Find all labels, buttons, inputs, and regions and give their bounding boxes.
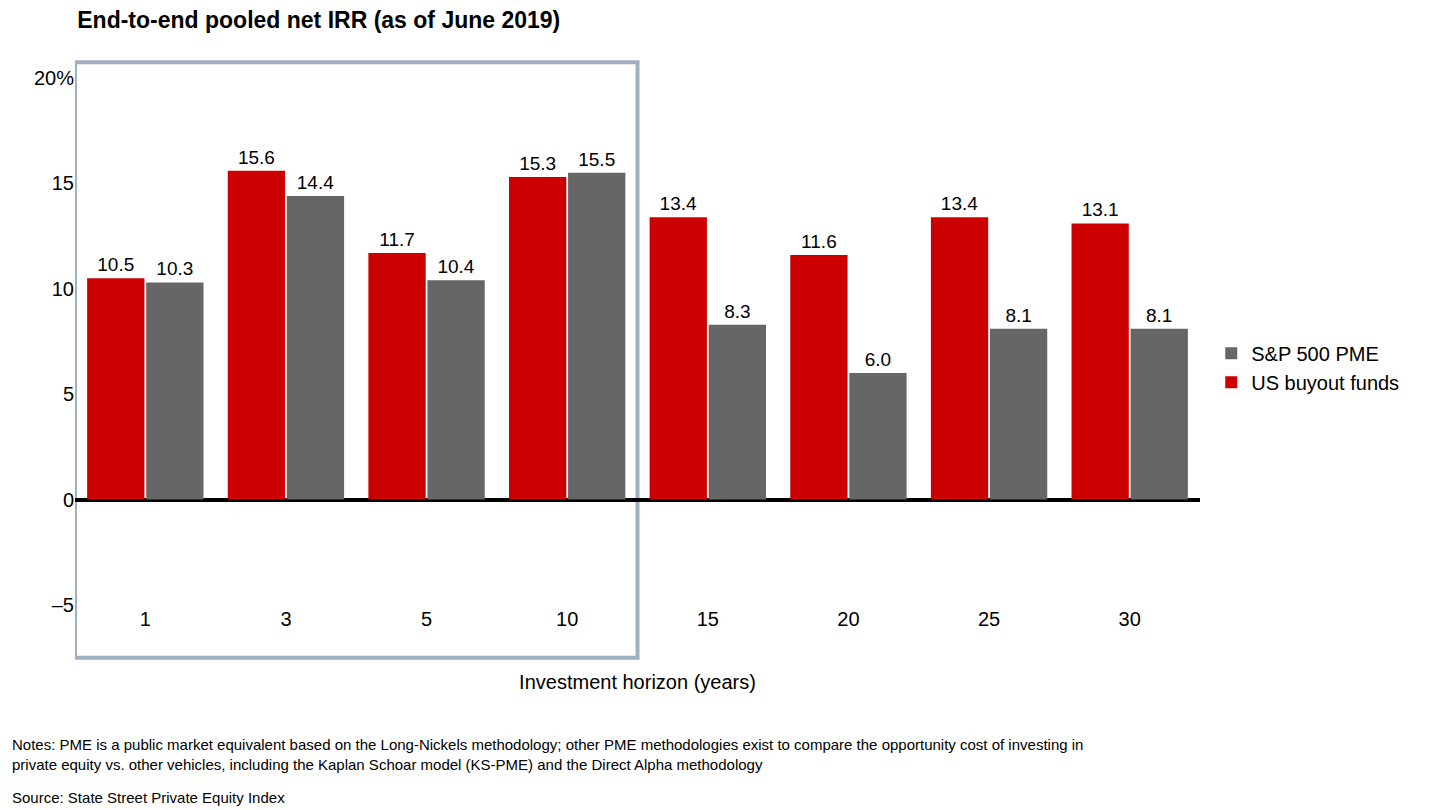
svg-text:10.5: 10.5 (97, 254, 134, 275)
svg-text:Source: State Street Private E: Source: State Street Private Equity Inde… (12, 789, 285, 806)
svg-text:Investment horizon (years): Investment horizon (years) (519, 671, 756, 693)
svg-text:5: 5 (421, 608, 432, 630)
svg-text:13.4: 13.4 (660, 193, 697, 214)
svg-text:5: 5 (63, 383, 74, 405)
svg-text:1: 1 (140, 608, 151, 630)
svg-text:6.0: 6.0 (865, 349, 891, 370)
svg-text:11.6: 11.6 (801, 231, 837, 252)
svg-text:0: 0 (63, 489, 74, 511)
svg-text:Notes: PME is a public market: Notes: PME is a public market equivalent… (12, 736, 1083, 773)
svg-text:15.5: 15.5 (578, 149, 615, 170)
svg-text:S&P 500 PME: S&P 500 PME (1251, 343, 1378, 365)
svg-text:10.3: 10.3 (156, 258, 193, 279)
svg-text:15: 15 (52, 172, 74, 194)
svg-text:8.1: 8.1 (1005, 305, 1031, 326)
svg-text:–5: –5 (52, 594, 74, 616)
svg-text:11.7: 11.7 (379, 229, 415, 250)
svg-text:10: 10 (556, 608, 578, 630)
svg-text:20%: 20% (34, 67, 74, 89)
svg-text:10.4: 10.4 (437, 256, 474, 277)
svg-text:8.1: 8.1 (1146, 305, 1172, 326)
svg-text:US buyout funds: US buyout funds (1251, 372, 1399, 394)
svg-text:8.3: 8.3 (724, 301, 750, 322)
svg-text:20: 20 (837, 608, 859, 630)
svg-text:10: 10 (52, 278, 74, 300)
svg-text:25: 25 (978, 608, 1000, 630)
svg-text:13.4: 13.4 (941, 193, 978, 214)
svg-text:13.1: 13.1 (1082, 199, 1119, 220)
svg-text:14.4: 14.4 (297, 172, 334, 193)
svg-text:30: 30 (1119, 608, 1141, 630)
svg-text:3: 3 (280, 608, 291, 630)
svg-text:15: 15 (697, 608, 719, 630)
svg-text:15.6: 15.6 (238, 147, 275, 168)
svg-text:End-to-end pooled net IRR (as: End-to-end pooled net IRR (as of June 20… (77, 7, 560, 33)
svg-text:15.3: 15.3 (519, 153, 556, 174)
